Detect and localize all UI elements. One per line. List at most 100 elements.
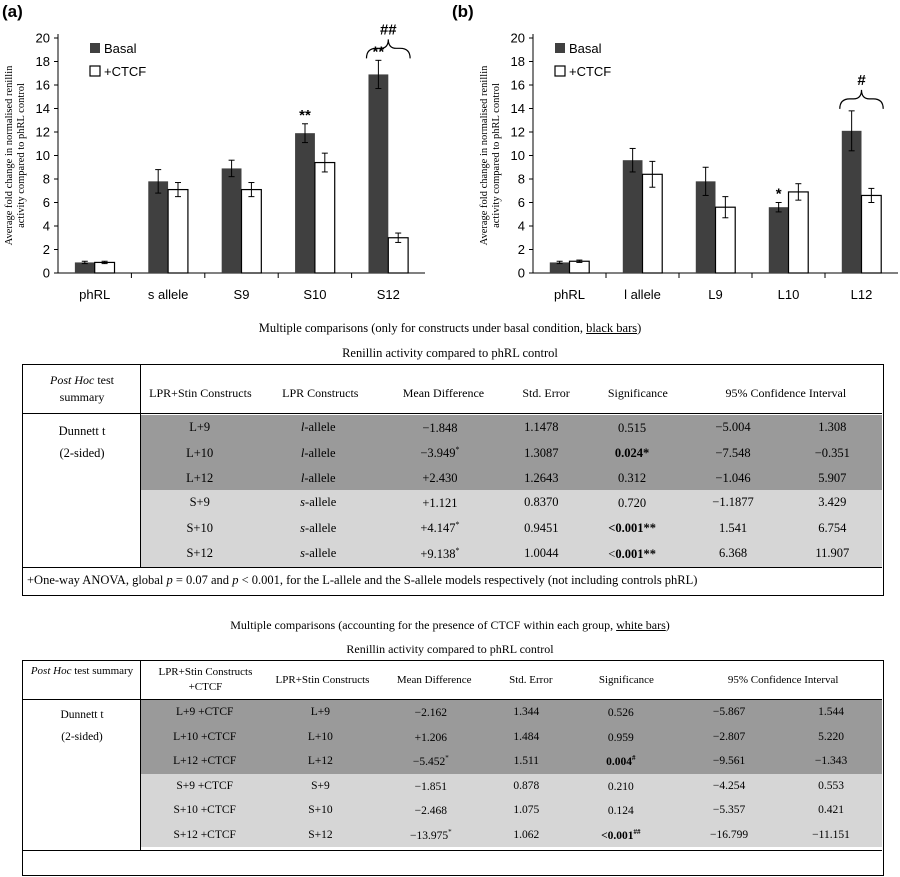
footnote-p1: p [166,573,173,587]
chart0-ytick-label: 18 [36,54,50,69]
table1-cell-std-error: 0.9451 [524,520,559,535]
table1-frame [22,364,884,596]
table2-body: L+9 +CTCF L+9 −2.162 1.344 0.526 −5.867 1.544 L… [141,700,882,847]
table2-cell-significance: 0.124 [607,805,634,818]
chart0-comparison-bracket [365,39,411,59]
table2-cell-ci-lower: −4.254 [712,779,746,792]
table2-cell-ci-upper: −1.343 [814,755,848,768]
chart0-significance-marker: ** [299,107,311,124]
chart0-bar-basal [221,168,242,273]
table2-row: S+9 +CTCF S+9 −1.851 0.878 0.210 −4.254 0.553 [141,773,882,798]
chart1-ytick-label: 10 [511,148,525,163]
table1-col6-header: 95% Confidence Interval [725,386,847,400]
table1-cell-lpr-construct: l-allele [300,420,336,435]
table1-row: L+9 l-allele −1.848 1.1478 0.515 −5.004 1.308 [141,415,882,441]
table2-col3-header: Mean Difference [396,673,472,686]
table2-cell-mean-difference: −2.162 [414,707,447,720]
chart0-ytick-label: 0 [43,266,50,281]
table1-posthoc-rest: test summary [59,373,114,404]
chart0-ytick-label: 4 [43,219,50,234]
table2-col5-header: Significance [598,673,654,686]
chart1-ytick-label: 16 [511,78,525,93]
chart1-comparison-bracket [839,89,884,109]
table1-cell-ci-upper: 3.429 [818,495,847,510]
table2-row: S+12 +CTCF S+12 −13.975* 1.062 <0.001## −16.7… [141,822,882,847]
table2-cell-ci-lower: −5.357 [712,804,746,817]
table1-col4-header: Std. Error [522,386,570,400]
table2-cell-construct: S+12 [308,828,333,841]
table2-cell-construct-ctcf: S+10 +CTCF [173,804,236,817]
table2-header-divider [22,699,882,700]
chart1-bar-basal [622,160,643,273]
table1-cell-mean-difference: −3.949* [420,445,460,461]
table1-cell-ci-upper: 1.308 [818,420,847,435]
table2-cell-std-error: 1.062 [513,828,540,841]
chart1-bar-ctcf [860,194,882,274]
chart1-xtick-label: L12 [851,287,873,302]
table1-row: S+10 s-allele +4.147* 0.9451 <0.001** 1.541 6.… [141,515,882,541]
table2-cell-std-error: 1.511 [513,755,540,768]
table2-frame [22,660,884,876]
chart1-ytick-label: 6 [518,195,525,210]
table2-row: L+9 +CTCF L+9 −2.162 1.344 0.526 −5.867 1.544 [141,700,882,725]
footnote-part-a: +One-way ANOVA, global [27,573,167,587]
table1-cell-construct: S+10 [186,520,213,535]
chart1-legend-swatch [555,43,565,53]
table1-cell-lpr-construct: s-allele [300,520,337,535]
chart1-bar-basal [695,181,716,273]
chart1-xtick-label: l allele [624,287,661,302]
chart0-xtick-label: S12 [377,287,400,302]
chart0-ytick-label: 20 [36,31,50,46]
table2-cell-construct-ctcf: S+9 +CTCF [176,779,234,792]
table1-cell-lpr-construct: s-allele [300,546,337,561]
chart0-bar-ctcf [167,188,189,274]
chart1-ytick-label: 4 [518,219,525,234]
table1-cell-mean-difference: −1.848 [422,420,458,435]
chart0-y-axis-title-line1: Average fold change in normalised renill… [4,65,15,245]
table2-bottom-divider [22,850,882,851]
table2-cell-mean-difference: −13.975* [409,827,452,842]
table1-row: S+12 s-allele +9.138* 1.0044 <0.001** 6.368 11… [141,541,882,567]
table1-cell-construct: L+9 [189,420,211,435]
table1-cell-std-error: 1.1478 [524,420,559,435]
table2-cell-ci-lower: −16.799 [710,828,749,841]
chart1-xtick-label: L9 [708,287,722,302]
panel-label-a: (a) [2,2,23,21]
table2-title: Multiple comparisons (accounting for the… [0,618,900,633]
table1-cell-ci-lower: −5.004 [715,420,751,435]
table1-col1-header: LPR+Stin Constructs [149,386,252,400]
table1-cell-significance: <0.001** [608,521,656,536]
chart0-bar-basal [74,262,95,273]
chart0-significance-marker: ** [373,43,385,60]
chart-a: Average fold change in normalised renill… [4,21,425,302]
table1-cell-significance: <0.001** [608,546,656,561]
chart0-ytick-label: 16 [36,78,50,93]
chart0-bar-basal [368,74,389,273]
chart0-ytick-label: 8 [43,172,50,187]
table1-header-divider [22,413,882,414]
table1-cell-construct: S+12 [186,546,213,561]
table2-cell-mean-difference: +1.206 [414,731,447,744]
table2-test-name-text: Dunnett t [60,709,104,721]
table1-title-underlined: black bars [586,321,638,335]
table2-cell-construct-ctcf: L+10 +CTCF [173,730,237,743]
chart0-xtick-label: S9 [234,287,250,302]
table1-row: S+9 s-allele +1.121 0.8370 0.720 −1.1877 3.429 [141,490,882,516]
chart0-bar-basal [148,181,169,273]
chart1-bar-basal [549,262,570,273]
chart0-legend-label: +CTCF [104,64,146,79]
table2-cell-mean-difference: −5.452* [412,754,449,769]
chart1-ytick-label: 14 [511,101,525,116]
table2-cell-ci-lower: −5.867 [712,706,746,719]
table1-title: Multiple comparisons (only for construct… [0,321,900,336]
table1-cell-construct: L+12 [186,470,214,485]
table2-subtitle: Renillin activity compared to phRL contr… [346,642,554,656]
table2-cell-std-error: 1.344 [513,706,540,719]
table2-title-suffix: ) [665,618,670,632]
table1-cell-significance: 0.720 [618,495,647,510]
table2-test-name: Dunnett t (2-sided) [26,704,138,748]
chart0-bar-ctcf [387,237,409,274]
table2-row: L+10 +CTCF L+10 +1.206 1.484 0.959 −2.807 5.22… [141,724,882,749]
chart1-bar-ctcf [641,173,663,274]
table2-cell-ci-upper: 1.544 [818,706,844,719]
